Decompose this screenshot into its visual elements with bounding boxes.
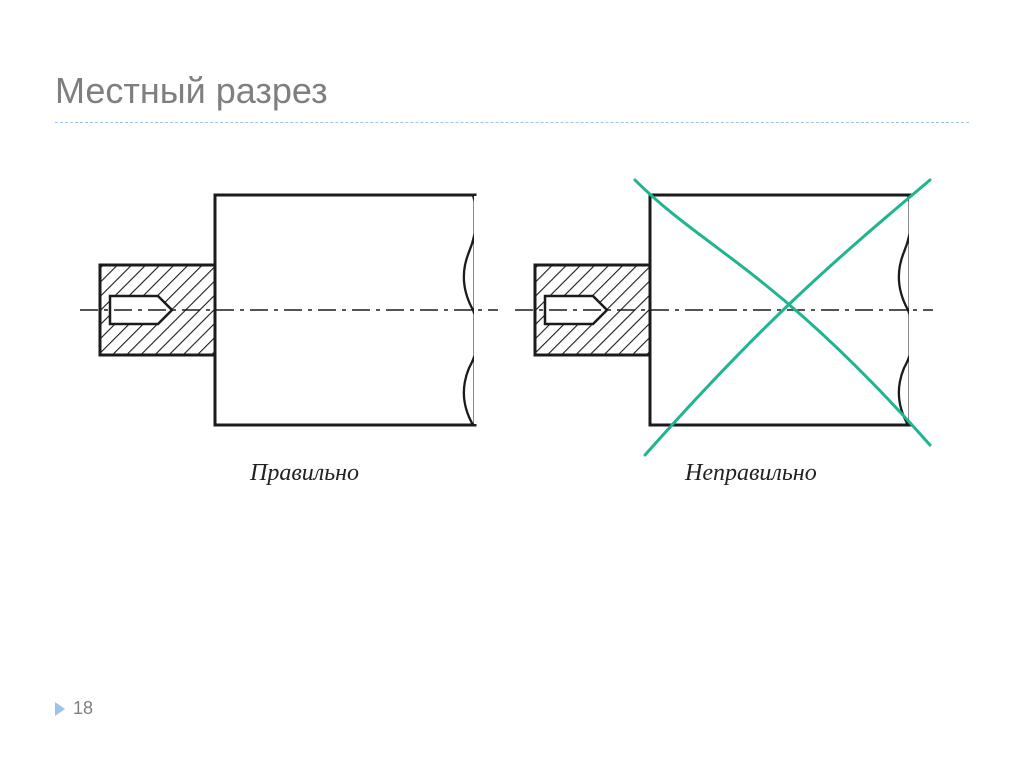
caption-incorrect: Неправильно [685, 460, 817, 487]
footer-marker-icon [55, 702, 65, 716]
slide: Местный разрез [0, 0, 1024, 767]
panel-incorrect [515, 180, 933, 455]
slide-title: Местный разрез [55, 70, 328, 112]
title-underline [55, 122, 969, 123]
slide-footer: 18 [55, 698, 93, 719]
caption-correct: Правильно [250, 460, 359, 487]
page-number: 18 [73, 698, 93, 719]
diagram-figure: Правильно Неправильно [80, 155, 945, 525]
panel-correct [80, 195, 498, 425]
